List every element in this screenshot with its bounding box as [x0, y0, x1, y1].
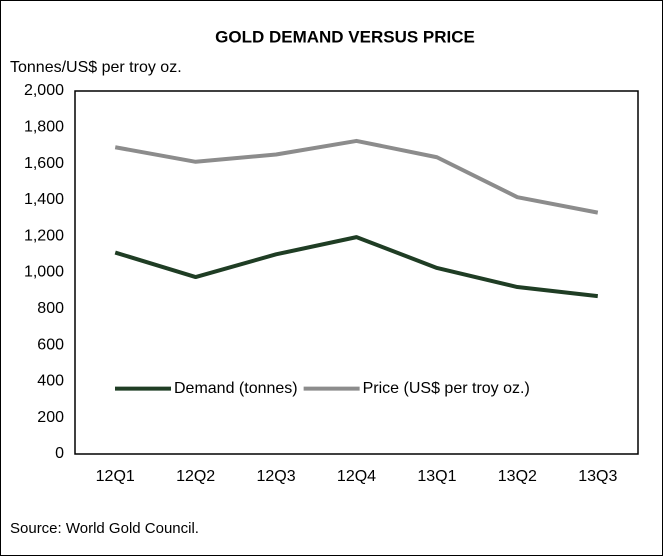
legend-label: Price (US$ per troy oz.) — [363, 380, 530, 397]
x-tick-label: 12Q4 — [337, 468, 376, 485]
y-tick-label: 1,800 — [24, 119, 64, 136]
x-tick-label: 13Q1 — [417, 468, 456, 485]
y-tick-label: 1,400 — [24, 191, 64, 208]
series-line — [114, 138, 599, 215]
x-tick-label: 12Q3 — [257, 468, 296, 485]
legend-label: Demand (tonnes) — [174, 380, 298, 397]
y-tick-label: 1,600 — [24, 155, 64, 172]
y-tick-label: 2,000 — [24, 82, 64, 99]
chart-title: GOLD DEMAND VERSUS PRICE — [215, 27, 475, 46]
x-tick-label: 12Q1 — [96, 468, 135, 485]
y-tick-label: 1,000 — [24, 264, 64, 281]
series-line — [114, 235, 599, 299]
x-tick-label: 13Q3 — [578, 468, 617, 485]
plot-area — [74, 90, 639, 455]
x-tick-label: 12Q2 — [176, 468, 215, 485]
y-axis-label: Tonnes/US$ per troy oz. — [10, 59, 182, 76]
y-tick-label: 800 — [37, 300, 64, 317]
y-tick-label: 400 — [37, 373, 64, 390]
y-tick-label: 0 — [55, 445, 64, 462]
source-note: Source: World Gold Council. — [10, 520, 199, 537]
y-tick-label: 200 — [37, 409, 64, 426]
x-tick-label: 13Q2 — [498, 468, 537, 485]
y-tick-label: 1,200 — [24, 227, 64, 244]
y-tick-label: 600 — [37, 336, 64, 353]
